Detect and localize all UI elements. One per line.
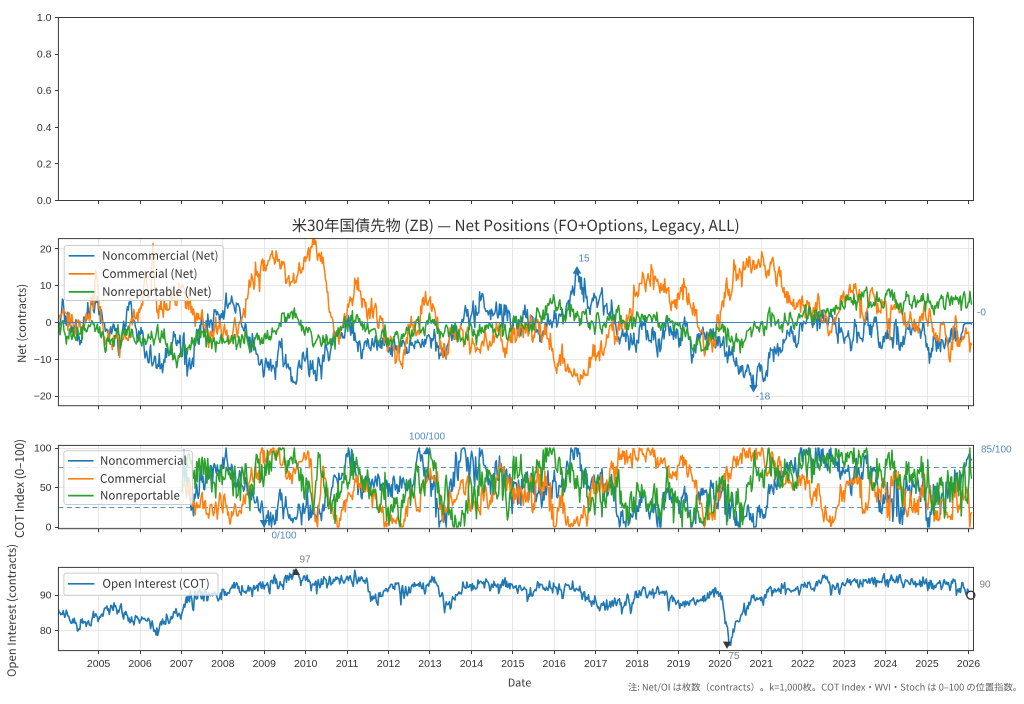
svg-text:10: 10 [40,280,52,292]
svg-text:0.0: 0.0 [37,195,52,207]
svg-text:2010: 2010 [294,658,318,670]
svg-text:80: 80 [40,625,52,637]
svg-text:2008: 2008 [211,658,235,670]
svg-text:2019: 2019 [667,658,691,670]
svg-text:20: 20 [40,243,52,255]
svg-text:85/100: 85/100 [981,445,1012,456]
svg-text:0/100: 0/100 [271,531,296,542]
svg-text:2005: 2005 [87,658,111,670]
svg-text:0: 0 [46,522,52,534]
svg-text:0.2: 0.2 [37,158,52,170]
svg-text:0.6: 0.6 [37,85,52,97]
svg-text:2016: 2016 [543,658,567,670]
svg-text:2015: 2015 [501,658,525,670]
svg-text:2022: 2022 [791,658,815,670]
svg-text:90: 90 [980,580,992,591]
svg-text:2018: 2018 [625,658,649,670]
svg-text:2014: 2014 [460,658,484,670]
svg-text:2026: 2026 [957,658,981,670]
svg-text:2011: 2011 [336,658,359,670]
svg-text:50: 50 [40,482,52,494]
svg-text:2012: 2012 [377,658,401,670]
svg-text:−10: −10 [34,354,52,366]
svg-text:97: 97 [299,555,311,566]
svg-text:90: 90 [40,590,52,602]
svg-text:75: 75 [728,651,740,662]
svg-text:2020: 2020 [708,658,732,670]
svg-text:-18: -18 [756,392,771,403]
svg-text:0.8: 0.8 [37,49,52,61]
svg-text:0.4: 0.4 [37,122,52,134]
svg-text:100/100: 100/100 [409,432,446,443]
svg-text:2006: 2006 [128,658,152,670]
svg-text:-0: -0 [977,308,986,319]
svg-text:1.0: 1.0 [37,12,52,24]
svg-text:2023: 2023 [832,658,856,670]
svg-text:2007: 2007 [170,658,194,670]
svg-text:2025: 2025 [915,658,939,670]
svg-text:2013: 2013 [418,658,442,670]
svg-text:2024: 2024 [874,658,898,670]
svg-text:100: 100 [34,443,52,455]
svg-text:2021: 2021 [750,658,774,670]
svg-text:15: 15 [578,254,590,265]
svg-text:2009: 2009 [253,658,277,670]
svg-text:−20: −20 [34,391,52,403]
svg-text:0: 0 [46,317,52,329]
svg-text:2017: 2017 [584,658,608,670]
